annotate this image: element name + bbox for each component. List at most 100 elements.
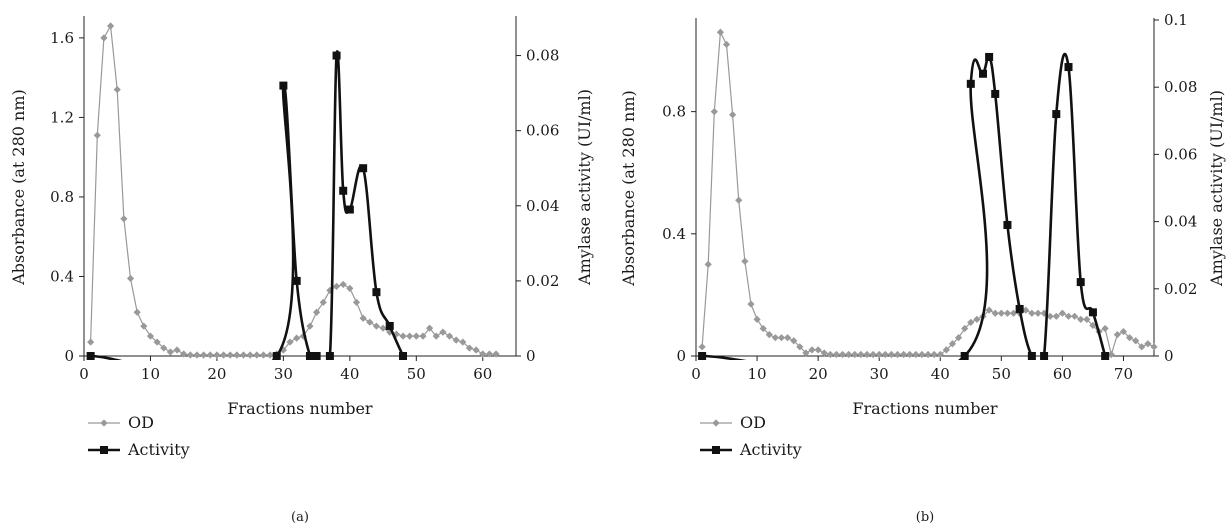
x-tick-label: 40 [931,365,950,383]
od-point [741,257,749,265]
activity-point [1076,278,1085,287]
activity-point [279,81,288,90]
activity-point [385,321,394,330]
od-point [200,351,208,359]
y2-tick-label: 0.04 [526,197,559,215]
activity-point [1064,63,1073,72]
panel-label: (a) [291,510,309,525]
od-point [1040,309,1048,317]
y2-tick-label: 0.08 [1164,78,1197,96]
od-point [406,332,414,340]
od-point [239,351,248,359]
od-point [845,350,853,359]
od-point [1052,312,1060,320]
od-point [997,309,1005,317]
od-point [253,351,261,359]
od-point [140,322,148,330]
od-point [1071,312,1079,320]
od-point [193,351,201,359]
activity-point [399,352,408,360]
od-point [399,332,407,340]
od-point [379,324,387,332]
y-tick-label: 0 [676,347,686,365]
od-point [924,350,932,359]
y2-tick-label: 0.08 [526,47,559,65]
od-point [832,350,841,359]
od-point [173,346,181,354]
x-tick-label: 20 [207,365,226,383]
od-point [485,350,494,358]
od-point [1107,350,1115,359]
od-point [1009,309,1018,317]
legend-od-marker [100,419,108,427]
od-point [704,260,712,268]
od-point [930,350,938,359]
od-point [875,350,883,359]
activity-point [345,205,354,214]
od-point [1058,309,1066,317]
od-point [1101,324,1109,333]
od-point [160,344,168,352]
x-axis-title: Fractions number [227,399,373,418]
activity-point [979,69,988,78]
od-point [900,350,908,359]
activity-series-line [90,50,405,360]
od-point [1022,306,1030,314]
od-point [942,346,950,354]
od-point [777,334,786,342]
activity-point [86,352,95,360]
od-point [710,108,718,116]
y2-axis-title: Amylase activity (UI/ml) [1207,90,1226,287]
od-point [492,350,500,358]
od-point [961,324,969,333]
od-point [735,196,743,204]
od-point [213,351,221,359]
od-point [906,350,914,359]
od-point [186,351,194,359]
activity-point [292,276,301,285]
od-point [698,343,706,351]
activity-point [1088,308,1097,317]
od-point [790,337,798,345]
y-tick-label: 0.4 [662,225,686,243]
activity-point [1015,304,1024,313]
od-point [863,350,871,359]
od-point [226,351,234,359]
od-point [100,34,108,42]
od-point [113,85,121,94]
legend-od-marker [712,419,720,427]
od-point [814,346,822,354]
od-point [729,111,737,119]
od-point [851,350,859,359]
od-series-line [90,24,497,356]
od-point [1028,309,1036,317]
od-point [991,309,999,317]
od-point [299,332,307,340]
activity-point [1040,352,1049,360]
activity-point [966,79,975,88]
od-point [472,346,480,354]
od-point [1150,343,1158,351]
od-point [716,28,725,36]
od-point [1089,321,1097,330]
od-point [359,314,367,322]
legend-label: OD [740,413,766,432]
od-point [881,350,889,359]
od-point [912,350,920,359]
y-axis-title: Absorbance (at 280 nm) [619,90,638,287]
od-point [869,350,877,359]
od-point [266,351,274,359]
od-point [802,349,810,357]
od-point [293,334,301,342]
od-point [918,350,926,359]
od-point [808,346,816,354]
activity-point [325,352,334,360]
y2-axis-title: Amylase activity (UI/ml) [575,89,594,286]
od-point [838,350,847,359]
y2-tick-label: 0 [1164,347,1174,365]
y2-tick-label: 0.04 [1164,213,1197,231]
od-point [459,338,467,346]
x-tick-label: 30 [870,365,889,383]
od-point [279,346,287,354]
activity-point [339,186,348,195]
